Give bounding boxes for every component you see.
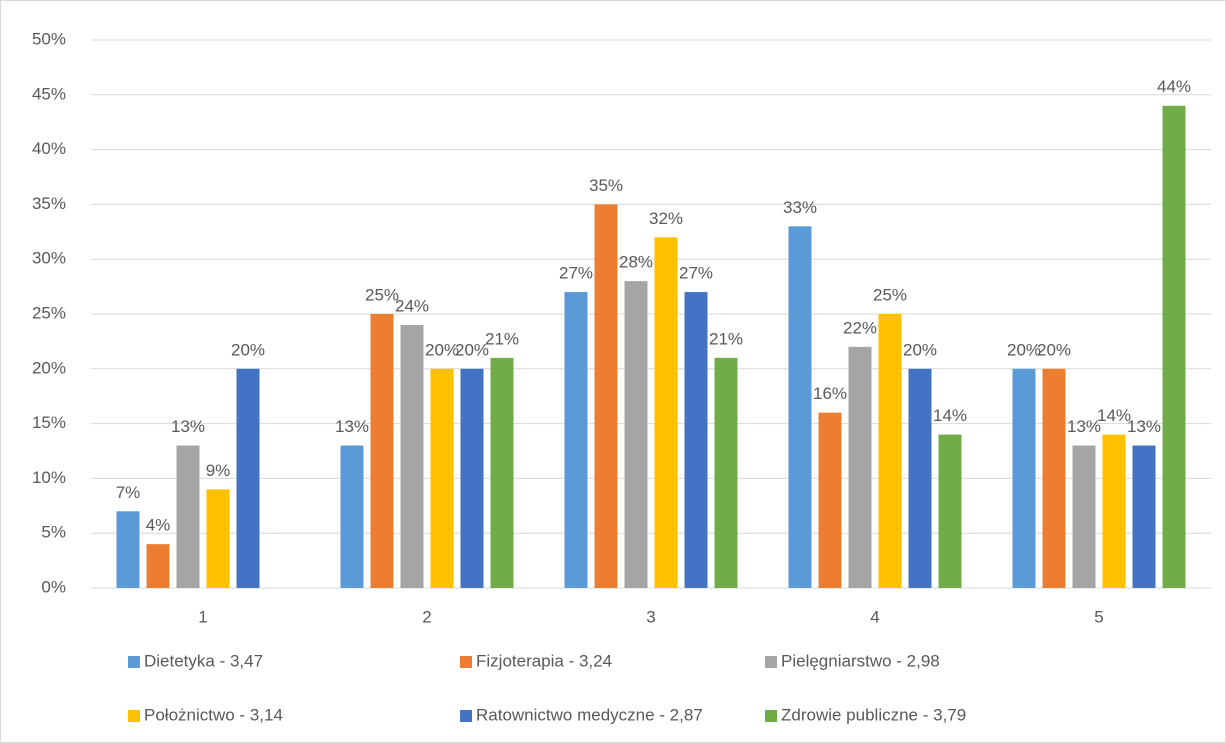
- legend-swatch: [460, 710, 472, 722]
- legend-label: Pielęgniarstwo - 2,98: [781, 651, 940, 670]
- data-label: 28%: [619, 253, 653, 272]
- x-tick-label: 2: [422, 607, 431, 626]
- bar: [908, 368, 932, 588]
- data-label: 13%: [1067, 417, 1101, 436]
- bar: [714, 357, 738, 588]
- bar: [1012, 368, 1036, 588]
- bar: [878, 314, 902, 588]
- y-tick-label: 30%: [32, 249, 66, 268]
- x-tick-label: 1: [198, 607, 207, 626]
- data-label: 20%: [425, 340, 459, 359]
- x-tick-label: 5: [1094, 607, 1103, 626]
- legend-swatch: [128, 656, 140, 668]
- bar: [400, 324, 424, 588]
- legend-swatch: [460, 656, 472, 668]
- y-tick-label: 0%: [41, 577, 66, 596]
- bar: [490, 357, 514, 588]
- y-tick-label: 45%: [32, 84, 66, 103]
- bar: [236, 368, 260, 588]
- y-tick-label: 5%: [41, 523, 66, 542]
- data-label: 13%: [1127, 417, 1161, 436]
- data-label: 13%: [171, 417, 205, 436]
- bar: [430, 368, 454, 588]
- y-tick-label: 35%: [32, 194, 66, 213]
- bar: [176, 445, 200, 588]
- data-label: 20%: [1007, 340, 1041, 359]
- data-label: 14%: [1097, 406, 1131, 425]
- bar: [624, 281, 648, 588]
- bar: [594, 204, 618, 588]
- legend-swatch: [765, 710, 777, 722]
- bar: [116, 511, 140, 588]
- data-label: 27%: [559, 264, 593, 283]
- legend-label: Położnictwo - 3,14: [144, 705, 283, 724]
- x-tick-label: 4: [870, 607, 879, 626]
- bar: [340, 445, 364, 588]
- data-label: 22%: [843, 318, 877, 337]
- bar: [1162, 105, 1186, 588]
- y-tick-label: 15%: [32, 413, 66, 432]
- bar: [938, 434, 962, 588]
- data-label: 20%: [231, 340, 265, 359]
- bar: [1132, 445, 1156, 588]
- data-label: 33%: [783, 198, 817, 217]
- bar: [1102, 434, 1126, 588]
- data-label: 21%: [485, 329, 519, 348]
- legend-swatch: [765, 656, 777, 668]
- data-label: 20%: [1037, 340, 1071, 359]
- legend-label: Dietetyka - 3,47: [144, 651, 263, 670]
- data-label: 9%: [206, 461, 231, 480]
- y-tick-label: 20%: [32, 358, 66, 377]
- bar: [1042, 368, 1066, 588]
- bar: [654, 237, 678, 588]
- data-label: 21%: [709, 329, 743, 348]
- bar: [1072, 445, 1096, 588]
- data-label: 32%: [649, 209, 683, 228]
- legend-label: Ratownictwo medyczne - 2,87: [476, 705, 703, 724]
- bar: [460, 368, 484, 588]
- y-tick-label: 10%: [32, 468, 66, 487]
- data-label: 25%: [873, 285, 907, 304]
- bar: [206, 489, 230, 588]
- legend-label: Zdrowie publiczne - 3,79: [781, 705, 966, 724]
- legend-label: Fizjoterapia - 3,24: [476, 651, 612, 670]
- bar: [788, 226, 812, 588]
- y-tick-label: 50%: [32, 29, 66, 48]
- data-label: 35%: [589, 176, 623, 195]
- data-label: 14%: [933, 406, 967, 425]
- y-tick-label: 25%: [32, 303, 66, 322]
- bar: [370, 314, 394, 588]
- bar: [684, 292, 708, 588]
- data-label: 16%: [813, 384, 847, 403]
- bar: [146, 544, 170, 588]
- legend-swatch: [128, 710, 140, 722]
- data-label: 20%: [455, 340, 489, 359]
- data-label: 44%: [1157, 77, 1191, 96]
- data-label: 24%: [395, 296, 429, 315]
- data-label: 7%: [116, 483, 141, 502]
- x-tick-label: 3: [646, 607, 655, 626]
- data-label: 4%: [146, 516, 171, 535]
- data-label: 27%: [679, 264, 713, 283]
- bar: [848, 346, 872, 588]
- data-label: 13%: [335, 417, 369, 436]
- data-label: 25%: [365, 285, 399, 304]
- y-tick-label: 40%: [32, 139, 66, 158]
- data-label: 20%: [903, 340, 937, 359]
- bar: [818, 412, 842, 588]
- bar: [564, 292, 588, 588]
